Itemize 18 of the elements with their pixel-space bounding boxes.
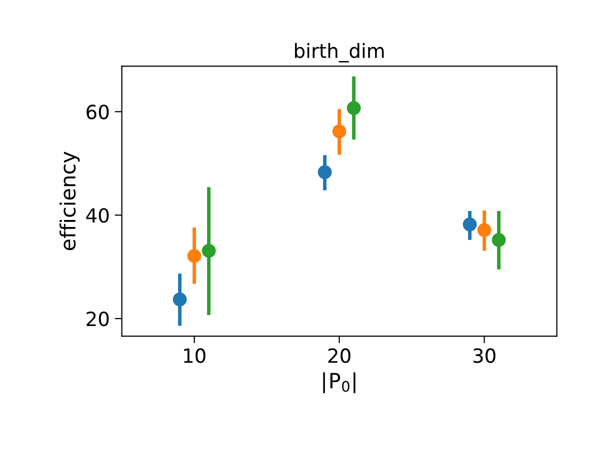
x-tick-label: 20 xyxy=(328,348,350,364)
point xyxy=(332,124,346,138)
x-tick-label: 10 xyxy=(184,348,206,364)
point xyxy=(346,101,361,115)
x-tick-label: 30 xyxy=(473,348,496,364)
point xyxy=(202,244,216,258)
point xyxy=(318,165,332,180)
point xyxy=(492,233,506,247)
y-tick-label: 20 xyxy=(86,312,109,326)
y-axis-title: efficiency xyxy=(60,152,80,250)
point xyxy=(172,292,187,306)
point xyxy=(187,249,202,263)
y-tick-label: 40 xyxy=(86,208,109,223)
chart-title: birth_dim xyxy=(295,43,384,62)
point xyxy=(477,223,492,238)
point xyxy=(462,217,477,232)
y-tick-label: 60 xyxy=(86,104,109,120)
x-axis-title: |P$_{0}$| xyxy=(323,372,356,394)
